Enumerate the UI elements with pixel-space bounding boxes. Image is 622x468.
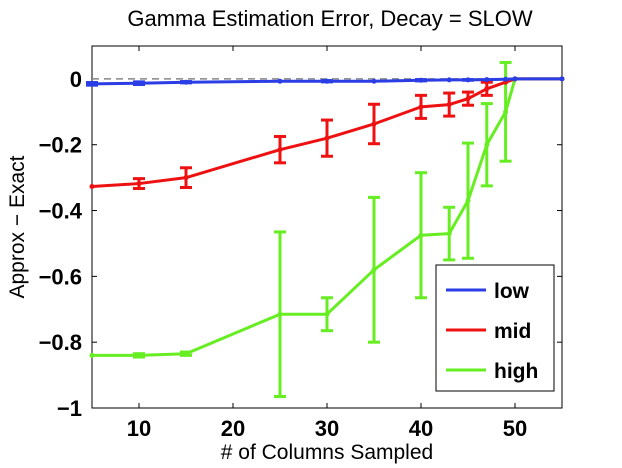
data-point-high: [136, 352, 142, 358]
legend-label-low: low: [494, 280, 530, 303]
data-point-low: [277, 78, 283, 84]
data-point-mid: [465, 96, 471, 102]
data-point-high: [465, 198, 471, 204]
data-point-mid: [371, 121, 377, 127]
tick-marks: [92, 46, 562, 409]
data-point-high: [371, 267, 377, 273]
data-point-high: [418, 232, 424, 238]
data-point-low: [484, 77, 490, 83]
legend-items: low mid high: [446, 280, 538, 383]
y-tick-label: −1: [57, 396, 82, 421]
series-mid: [89, 76, 565, 190]
data-point-mid: [277, 147, 283, 153]
data-point-low: [89, 81, 95, 87]
legend: low mid high: [435, 264, 555, 392]
data-point-mid: [183, 175, 189, 181]
data-point-high: [277, 311, 283, 317]
data-point-mid: [136, 181, 142, 187]
chart-title: Gamma Estimation Error, Decay = SLOW: [127, 6, 533, 31]
x-tick-label: 30: [315, 416, 339, 441]
data-point-low: [559, 76, 565, 82]
data-point-low: [446, 77, 452, 83]
x-tick-label: 20: [221, 416, 245, 441]
data-point-high: [183, 351, 189, 357]
y-axis-label: Approx − Exact: [6, 155, 29, 298]
data-point-mid: [418, 104, 424, 110]
x-axis-label: # of Columns Sampled: [221, 441, 433, 464]
data-point-high: [324, 311, 330, 317]
data-point-low: [503, 76, 509, 82]
legend-label-mid: mid: [494, 320, 531, 343]
data-point-mid: [324, 135, 330, 141]
data-point-high: [89, 352, 95, 358]
y-tick-label: 0: [70, 67, 82, 92]
data-point-low: [136, 80, 142, 86]
data-point-high: [446, 231, 452, 237]
series-layer: [86, 60, 565, 398]
y-tick-label: −0.2: [39, 133, 82, 158]
x-tick-label: 40: [409, 416, 433, 441]
data-point-high: [503, 109, 509, 115]
series-low: [86, 76, 565, 87]
legend-label-high: high: [494, 360, 538, 383]
x-tick-label: 50: [503, 416, 527, 441]
y-tick-label: −0.4: [39, 199, 83, 224]
data-point-low: [512, 76, 518, 82]
data-point-low: [418, 77, 424, 83]
data-point-low: [465, 77, 471, 83]
data-point-mid: [89, 184, 95, 190]
series-high: [89, 60, 565, 398]
data-point-low: [324, 78, 330, 84]
y-tick-label: −0.8: [39, 330, 82, 355]
tick-labels: 10 20 30 40 50 0 −0.2 −0.4 −0.6 −0.8 −1: [39, 67, 528, 441]
data-point-mid: [446, 102, 452, 108]
x-tick-label: 10: [127, 416, 151, 441]
data-point-high: [484, 142, 490, 148]
y-tick-label: −0.6: [39, 264, 82, 289]
data-point-low: [183, 79, 189, 85]
data-point-mid: [484, 86, 490, 92]
data-point-low: [371, 78, 377, 84]
